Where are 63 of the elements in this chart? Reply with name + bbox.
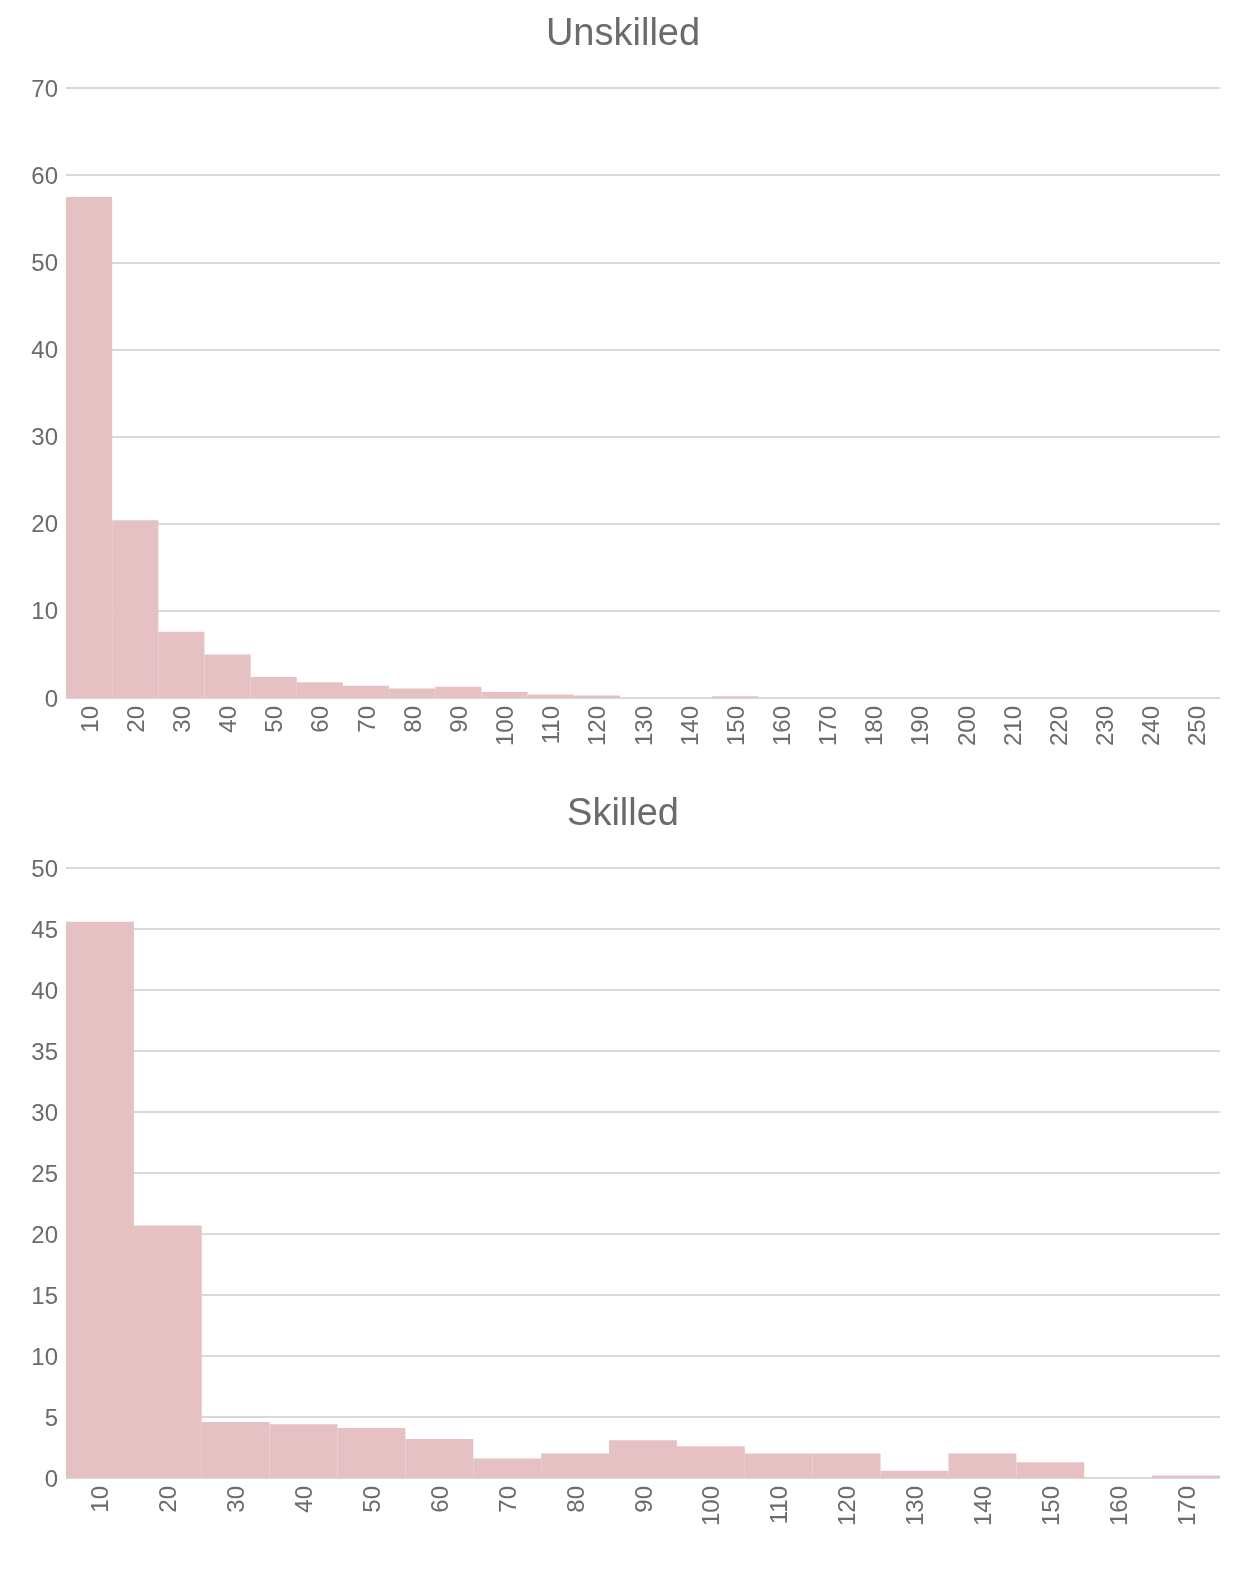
x-tick-label: 240: [1137, 706, 1165, 747]
chart-title: Skilled: [567, 791, 679, 833]
x-tick-label: 170: [1172, 1486, 1200, 1527]
x-tick-label: 50: [357, 1486, 385, 1513]
x-tick-label: 120: [833, 1486, 861, 1527]
y-tick-label: 60: [31, 161, 58, 189]
x-tick-label: 80: [398, 706, 426, 733]
x-tick-label: 70: [493, 1486, 521, 1513]
x-tick-label: 30: [167, 706, 195, 733]
x-tick-label: 160: [767, 706, 795, 747]
x-tick-label: 90: [444, 706, 472, 733]
y-tick-label: 35: [31, 1037, 58, 1065]
y-tick-label: 30: [31, 423, 58, 451]
x-tick-label: 250: [1183, 706, 1211, 747]
x-tick-label: 20: [121, 706, 149, 733]
x-tick-label: 60: [306, 706, 334, 733]
y-tick-label: 45: [31, 915, 58, 943]
x-tick-label: 200: [952, 706, 980, 747]
x-tick-label: 40: [214, 706, 242, 733]
y-tick-label: 10: [31, 597, 58, 625]
chart-title: Unskilled: [545, 11, 701, 53]
y-tick-label: 40: [31, 335, 58, 363]
x-tick-label: 20: [154, 1486, 182, 1513]
x-tick-label: 30: [222, 1486, 250, 1513]
x-tick-label: 170: [814, 706, 842, 747]
y-tick-label: 25: [31, 1159, 58, 1187]
y-tick-label: 30: [31, 1098, 58, 1126]
x-tick-label: 60: [425, 1486, 453, 1513]
y-tick-label: 50: [31, 854, 58, 882]
y-tick-label: 40: [31, 976, 58, 1004]
x-tick-label: 150: [721, 706, 749, 747]
y-tick-label: 0: [44, 684, 58, 712]
x-tick-label: 40: [290, 1486, 318, 1513]
x-tick-label: 100: [697, 1486, 725, 1527]
x-tick-label: 110: [537, 706, 565, 745]
x-tick-label: 70: [352, 706, 380, 733]
x-tick-label: 230: [1091, 706, 1119, 747]
y-tick-label: 10: [31, 1342, 58, 1370]
x-tick-label: 140: [675, 706, 703, 747]
y-tick-label: 50: [31, 248, 58, 276]
y-tick-label: 0: [44, 1464, 58, 1492]
y-tick-label: 15: [31, 1281, 58, 1309]
y-tick-label: 20: [31, 1220, 58, 1248]
x-tick-label: 10: [75, 706, 103, 733]
y-tick-label: 20: [31, 510, 58, 538]
x-tick-label: 80: [561, 1486, 589, 1513]
x-tick-label: 120: [583, 706, 611, 747]
x-tick-label: 110: [765, 1486, 793, 1525]
x-tick-label: 180: [860, 706, 888, 747]
x-tick-label: 130: [629, 706, 657, 747]
x-tick-label: 90: [629, 1486, 657, 1513]
x-tick-label: 160: [1104, 1486, 1132, 1527]
x-tick-label: 50: [260, 706, 288, 733]
x-tick-label: 210: [998, 706, 1026, 747]
x-tick-label: 100: [491, 706, 519, 747]
y-tick-label: 5: [44, 1403, 58, 1431]
x-tick-label: 150: [1036, 1486, 1064, 1527]
x-tick-label: 130: [901, 1486, 929, 1527]
x-tick-label: 10: [86, 1486, 114, 1513]
x-tick-label: 190: [906, 706, 934, 747]
y-tick-label: 70: [31, 74, 58, 102]
x-tick-label: 220: [1044, 706, 1072, 747]
x-tick-label: 140: [968, 1486, 996, 1527]
